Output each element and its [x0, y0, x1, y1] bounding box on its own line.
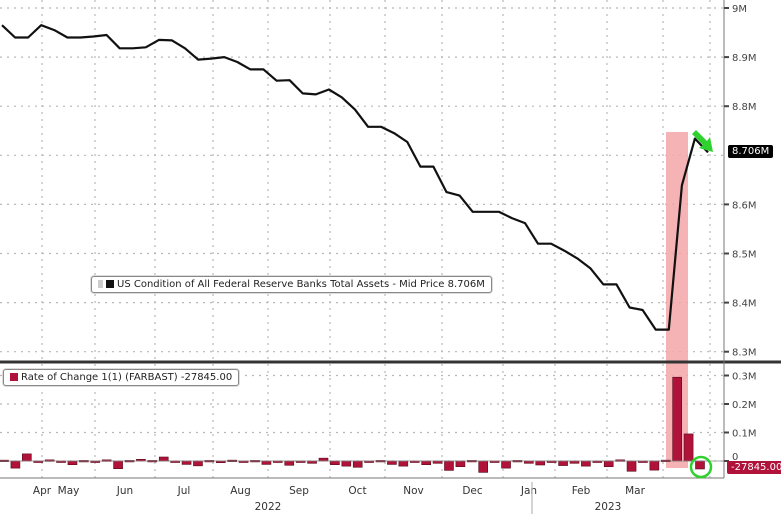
legend-swatch-grid-icon [98, 280, 103, 288]
roc-bar [478, 460, 489, 473]
month-label: Aug [230, 485, 251, 497]
roc-bar [683, 433, 694, 462]
roc-bar [261, 460, 272, 465]
roc-bar [193, 460, 203, 467]
y-tick-label: 8.9M [732, 53, 757, 64]
roc-bar [352, 460, 363, 468]
green-arrow-icon [692, 130, 713, 152]
roc-bar [67, 460, 78, 466]
roc-bar [535, 460, 546, 466]
roc-bar [330, 460, 340, 466]
last-value-tag-roc: -27845.00 [727, 461, 781, 474]
year-label-2022: 2022 [255, 501, 282, 513]
y-tick-label: 8.6M [732, 200, 757, 211]
roc-bar [22, 453, 32, 462]
roc-bar [603, 460, 614, 467]
month-label: Sep [289, 485, 309, 497]
roc-bar [387, 460, 397, 465]
y-tick-label: 8.3M [732, 348, 757, 359]
y-tick-label: 0.1M [732, 429, 757, 440]
legend-swatch-red [10, 373, 18, 381]
roc-bar [455, 460, 466, 467]
roc-bar [558, 460, 568, 466]
month-label: Mar [625, 485, 645, 497]
month-label: Apr [33, 485, 52, 497]
roc-bar [581, 460, 591, 467]
main-legend-label: US Condition of All Federal Reserve Bank… [117, 279, 485, 290]
roc-bar [318, 457, 329, 462]
assets-line [1, 24, 709, 331]
month-label: Jan [520, 485, 537, 497]
y-tick-label: 0.2M [732, 400, 757, 411]
roc-legend-label: Rate of Change 1(1) (FARBAST) -27845.00 [21, 372, 233, 383]
roc-bar [398, 460, 409, 467]
month-label: Jun [116, 485, 133, 497]
roc-bar [181, 460, 192, 465]
roc-bar [672, 376, 682, 462]
y-tick-label: 0.3M [732, 372, 757, 383]
month-label: Oct [348, 485, 366, 497]
roc-bar [113, 460, 123, 469]
roc-bar [649, 460, 660, 471]
highlight-band [666, 132, 688, 468]
roc-legend: Rate of Change 1(1) (FARBAST) -27845.00 [3, 369, 240, 386]
y-tick-label: 8.5M [732, 250, 757, 261]
y-tick-label: 9M [732, 4, 747, 15]
y-tick-label: 8.4M [732, 299, 757, 310]
legend-swatch-black [106, 280, 114, 288]
main-legend: US Condition of All Federal Reserve Bank… [91, 276, 492, 293]
month-label: Nov [403, 485, 424, 497]
month-label: May [58, 485, 80, 497]
roc-bar [695, 460, 705, 470]
y-tick-label: 0 [732, 452, 738, 463]
last-value-tag-main: 8.706M [728, 145, 774, 158]
roc-bar [158, 456, 169, 462]
year-label-2023: 2023 [595, 501, 622, 513]
roc-bar [626, 460, 637, 472]
y-tick-label: 8.8M [732, 102, 757, 113]
month-label: Jul [177, 485, 191, 497]
roc-bar [341, 460, 352, 467]
roc-bar [444, 460, 454, 471]
roc-bar [421, 460, 431, 466]
roc-bar [501, 460, 511, 469]
month-label: Feb [572, 485, 591, 497]
roc-bar [284, 460, 295, 466]
month-label: Dec [462, 485, 483, 497]
roc-bar [10, 460, 21, 469]
green-circle-highlight [689, 455, 713, 479]
